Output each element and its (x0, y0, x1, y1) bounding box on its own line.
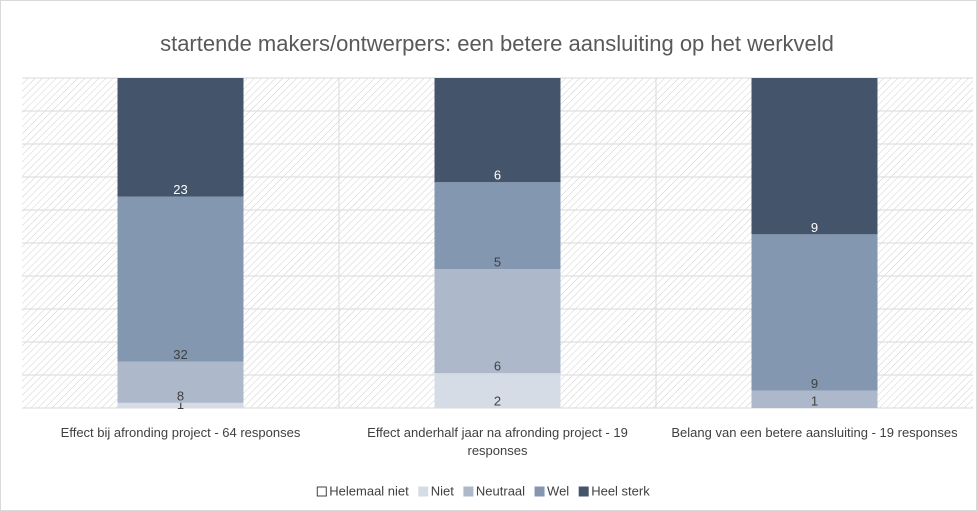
data-label: 1 (811, 393, 818, 408)
legend: Helemaal niet Niet Neutraal Wel Heel sterk (316, 483, 650, 498)
legend-swatch (463, 486, 474, 497)
chart-title: startende makers/ontwerpers: een betere … (160, 31, 834, 56)
bar-segment (751, 390, 878, 408)
bar-segment (117, 402, 244, 408)
legend-swatch (418, 486, 429, 497)
bar-segment (117, 361, 244, 403)
bar-segment (434, 373, 561, 408)
legend-label: Heel sterk (591, 483, 650, 498)
legend-label: Neutraal (476, 483, 525, 498)
data-label: 6 (494, 359, 501, 374)
data-label: 2 (494, 393, 501, 408)
data-label: 9 (811, 376, 818, 391)
legend-label: Wel (547, 483, 569, 498)
legend-label: Niet (431, 483, 455, 498)
data-label: 23 (173, 182, 187, 197)
bar-segment (751, 234, 878, 391)
data-label: 8 (177, 388, 184, 403)
bar-segment (434, 182, 561, 270)
legend-swatch (534, 486, 545, 497)
legend-swatch (578, 486, 589, 497)
data-label: 1 (177, 397, 184, 412)
bar-segment (117, 78, 244, 197)
legend-label: Helemaal niet (329, 483, 409, 498)
bar-segment (751, 78, 878, 235)
x-tick-label: Effect bij afronding project - 64 respon… (60, 425, 301, 440)
x-tick-label: Effect anderhalf jaar na afronding proje… (367, 425, 628, 458)
data-label: 6 (494, 168, 501, 183)
bar-segment (434, 78, 561, 183)
data-label: 5 (494, 254, 501, 269)
x-tick-label: Belang van een betere aansluiting - 19 r… (671, 425, 958, 440)
data-label: 9 (811, 220, 818, 235)
legend-swatch (316, 486, 327, 497)
data-label: 32 (173, 347, 187, 362)
bar-segment (434, 269, 561, 374)
bar-segment (117, 196, 244, 362)
